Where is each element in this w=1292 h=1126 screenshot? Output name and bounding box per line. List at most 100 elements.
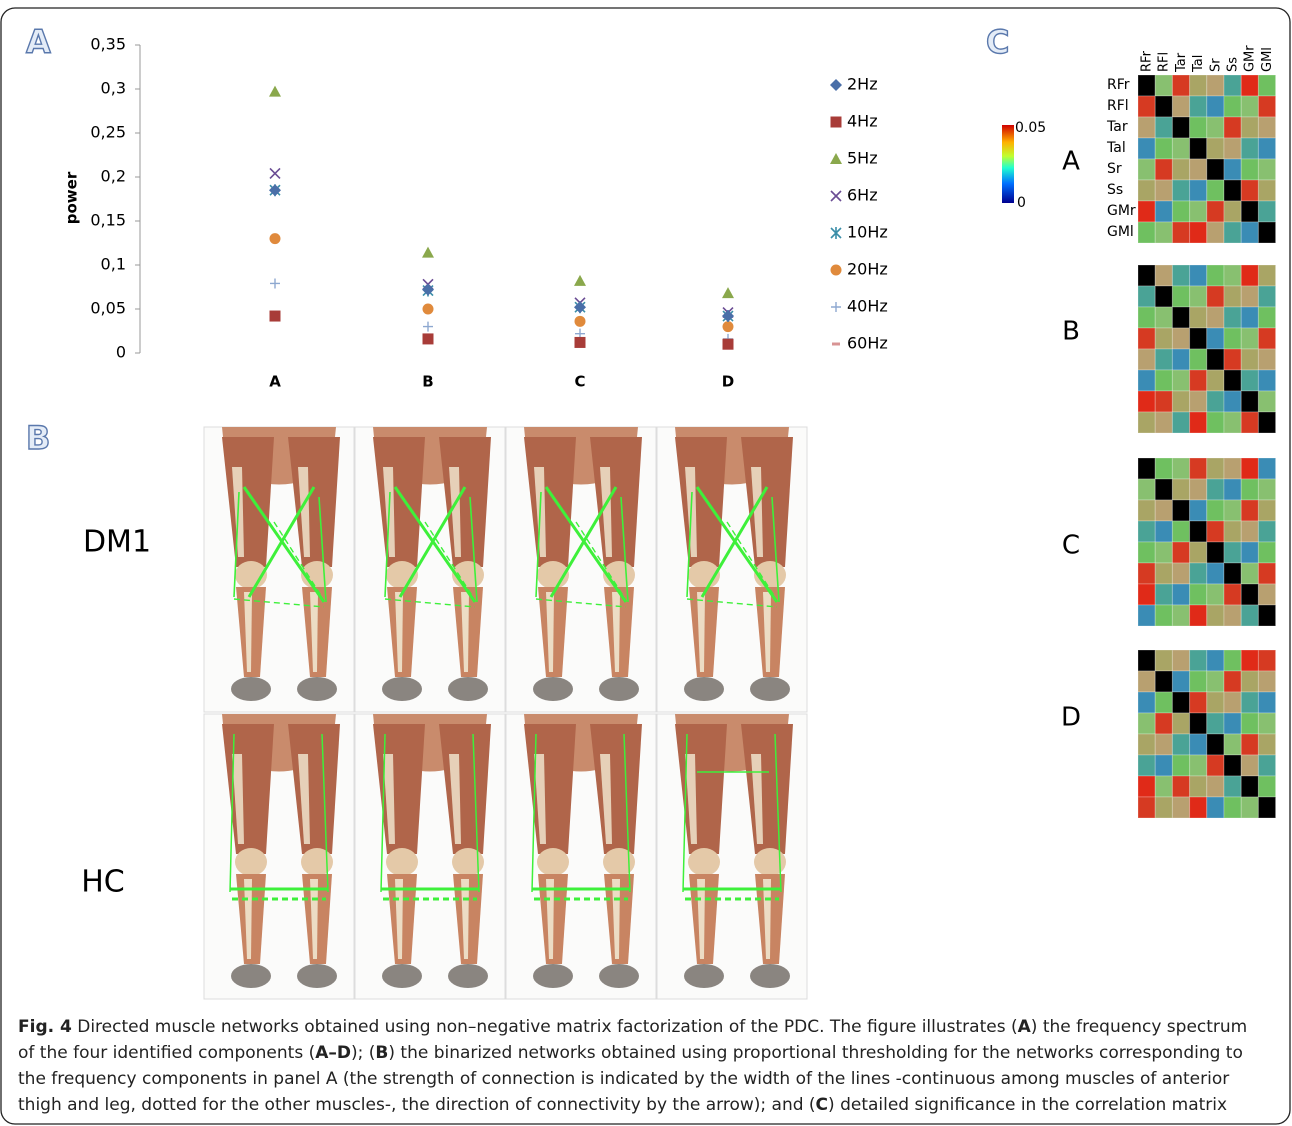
colorbar xyxy=(1002,125,1014,203)
matrix-cell xyxy=(1207,201,1224,222)
y-tick-label: 0,2 xyxy=(101,167,126,186)
x-tick-label: C xyxy=(574,373,585,391)
panel-label: C xyxy=(986,23,1009,61)
matrix-cell xyxy=(1172,201,1189,222)
matrix-cell xyxy=(1190,201,1207,222)
foot xyxy=(382,677,422,701)
matrix-col-label: RFr xyxy=(1140,50,1155,72)
y-tick-label: 0 xyxy=(116,343,126,362)
knee xyxy=(452,848,484,876)
matrix-cell xyxy=(1172,159,1189,180)
matrix-cell xyxy=(1241,307,1258,328)
matrix-cell xyxy=(1190,138,1207,159)
foot xyxy=(750,677,790,701)
matrix-cell xyxy=(1207,286,1224,307)
y-tick-label: 0,1 xyxy=(101,255,126,274)
matrix-cell xyxy=(1207,391,1224,412)
matrix-cell xyxy=(1155,96,1172,117)
foot xyxy=(448,964,488,988)
component-label: B xyxy=(1062,317,1080,347)
caption-text: A xyxy=(1018,1017,1031,1037)
matrix-cell xyxy=(1207,265,1224,286)
legend-label: 40Hz xyxy=(847,297,888,316)
matrix-cell xyxy=(1155,201,1172,222)
matrix-cell xyxy=(1155,521,1172,542)
matrix-cell xyxy=(1207,605,1224,626)
matrix-cell xyxy=(1241,328,1258,349)
figure-canvas: A B C power DM1 HC 0.05 0 00,050,10,150,… xyxy=(0,0,1292,1126)
matrix-cell xyxy=(1258,159,1275,180)
leg-image xyxy=(506,714,656,999)
matrix-cell xyxy=(1207,776,1224,797)
matrix-cell xyxy=(1155,584,1172,605)
matrix-cell xyxy=(1155,370,1172,391)
matrix-row-label: RFl xyxy=(1107,98,1129,114)
matrix-cell xyxy=(1138,201,1155,222)
matrix-cell xyxy=(1241,370,1258,391)
matrix-cell xyxy=(1224,563,1241,584)
matrix-cell xyxy=(1138,328,1155,349)
row-label: HC xyxy=(81,865,125,900)
matrix-cell xyxy=(1172,265,1189,286)
foot xyxy=(599,677,639,701)
caption-text: ) detailed significance in the correlati… xyxy=(828,1095,1227,1115)
matrix-cell xyxy=(1258,563,1275,584)
y-tick-label: 0,05 xyxy=(90,299,126,318)
matrix-cell xyxy=(1138,265,1155,286)
row-label: DM1 xyxy=(83,525,151,560)
matrix-cell xyxy=(1241,563,1258,584)
leg-image xyxy=(355,714,505,999)
matrix-cell xyxy=(1155,349,1172,370)
legend-label: 4Hz xyxy=(847,112,878,131)
knee xyxy=(301,848,333,876)
marker xyxy=(269,86,281,97)
y-tick-label: 0,15 xyxy=(90,211,126,230)
matrix-cell xyxy=(1138,500,1155,521)
matrix-cell xyxy=(1190,776,1207,797)
matrix-cell xyxy=(1207,117,1224,138)
matrix-cell xyxy=(1258,349,1275,370)
marker xyxy=(270,168,280,178)
knee xyxy=(537,848,569,876)
y-axis-label: power xyxy=(63,171,81,224)
matrix-cell xyxy=(1258,650,1275,671)
matrix-cell xyxy=(1241,138,1258,159)
legend-label: 6Hz xyxy=(847,186,878,205)
matrix-cell xyxy=(1155,542,1172,563)
matrix-cell xyxy=(1190,479,1207,500)
matrix-cell xyxy=(1138,180,1155,201)
marker xyxy=(723,339,734,350)
matrix-cell xyxy=(1172,692,1189,713)
matrix-row-label: GMr xyxy=(1107,203,1136,219)
matrix-cell xyxy=(1224,222,1241,243)
matrix-cell xyxy=(1258,605,1275,626)
matrix-cell xyxy=(1172,370,1189,391)
matrix-cell xyxy=(1224,671,1241,692)
matrix-cell xyxy=(1155,412,1172,433)
matrix-cell xyxy=(1138,370,1155,391)
matrix-cell xyxy=(1172,776,1189,797)
matrix-cell xyxy=(1172,96,1189,117)
matrix-cell xyxy=(1172,479,1189,500)
matrix-cell xyxy=(1190,521,1207,542)
legend-marker xyxy=(831,227,841,239)
legend-label: 2Hz xyxy=(847,75,878,94)
matrix-cell xyxy=(1138,521,1155,542)
matrix-cell xyxy=(1241,201,1258,222)
matrix-cell xyxy=(1241,734,1258,755)
matrix-cell xyxy=(1224,713,1241,734)
matrix-cell xyxy=(1207,500,1224,521)
matrix-cell xyxy=(1258,412,1275,433)
matrix-cell xyxy=(1207,180,1224,201)
matrix-cell xyxy=(1138,650,1155,671)
matrix-cell xyxy=(1207,138,1224,159)
matrix-cell xyxy=(1172,500,1189,521)
matrix-cell xyxy=(1224,180,1241,201)
matrix-cell xyxy=(1207,797,1224,818)
matrix-cell xyxy=(1224,96,1241,117)
matrix-cell xyxy=(1241,286,1258,307)
matrix-cell xyxy=(1258,328,1275,349)
foot xyxy=(297,964,337,988)
matrix-cell xyxy=(1241,521,1258,542)
marker xyxy=(575,316,586,327)
